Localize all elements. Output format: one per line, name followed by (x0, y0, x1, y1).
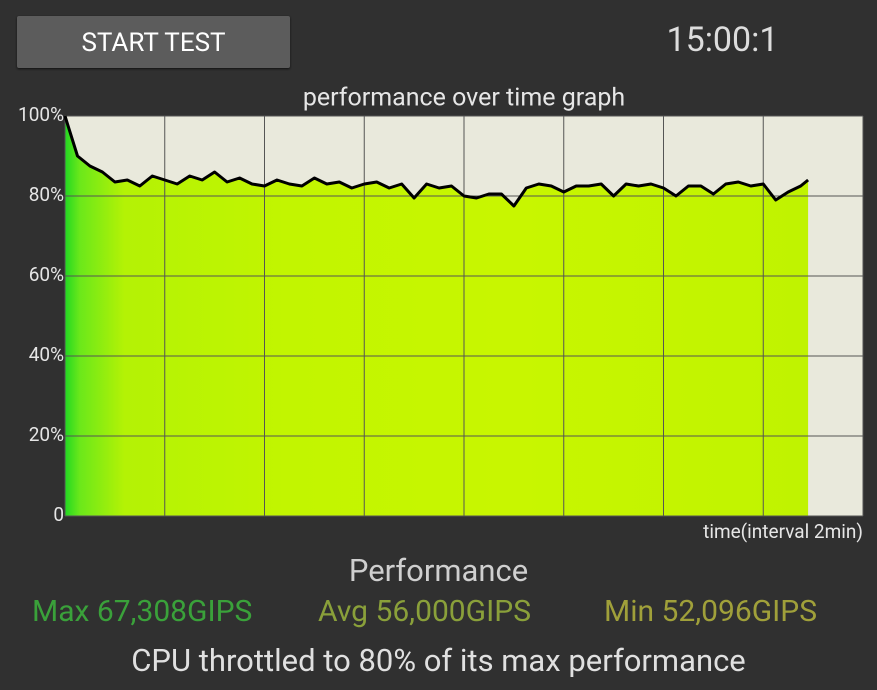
y-tick-label: 0 (53, 503, 64, 526)
performance-line (63, 115, 810, 208)
performance-heading: Performance (348, 552, 529, 589)
chart: performance over time graph time(interva… (18, 84, 864, 543)
start-test-button[interactable]: START TEST (17, 16, 290, 68)
y-tick-label: 60% (29, 263, 64, 286)
y-tick-label: 20% (29, 423, 64, 446)
y-tick-label: 40% (29, 343, 64, 366)
y-tick-label: 100% (18, 103, 64, 126)
timer: 15:00:1 (666, 20, 779, 60)
max-stat: Max 67,308GIPS (32, 594, 253, 629)
y-tick-label: 80% (29, 183, 64, 206)
chart-title: performance over time graph (303, 84, 625, 113)
throttle-note: CPU throttled to 80% of its max performa… (131, 642, 746, 679)
min-stat: Min 52,096GIPS (604, 594, 818, 629)
area-fill (65, 116, 809, 516)
avg-stat: Avg 56,000GIPS (318, 594, 532, 629)
x-axis-label: time(interval 2min) (703, 520, 863, 543)
